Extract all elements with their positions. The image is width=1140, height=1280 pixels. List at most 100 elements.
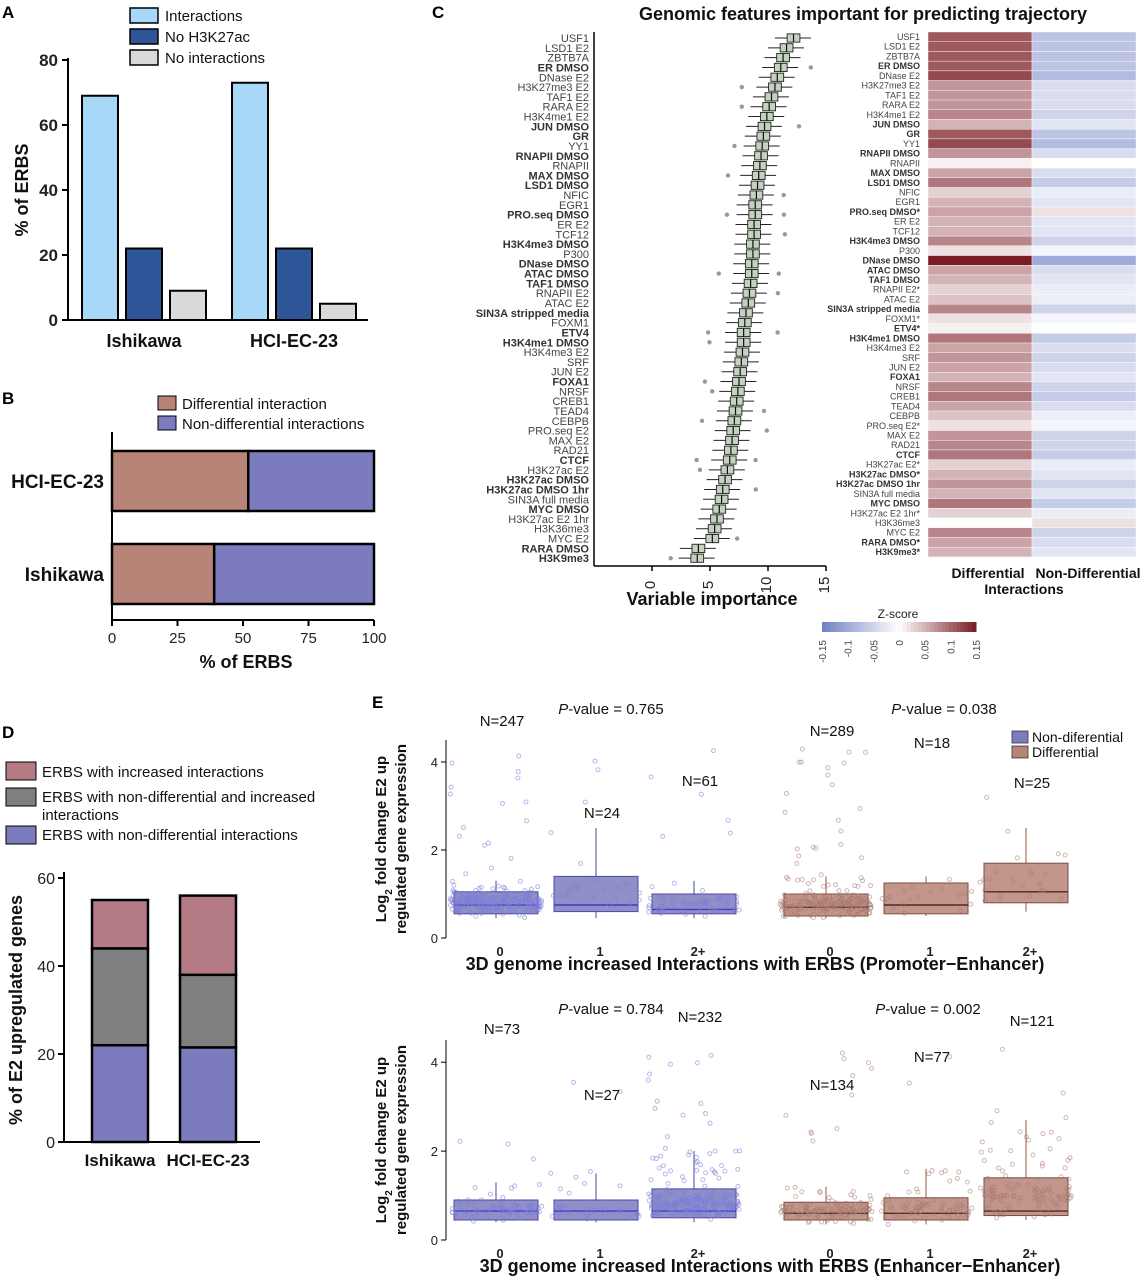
plot-e-top: 0 2 4 Log2 fold change E2 up regulated gene … bbox=[373, 701, 1069, 959]
point-e bbox=[707, 1194, 713, 1200]
point-e bbox=[868, 1216, 874, 1222]
point-e bbox=[617, 1089, 623, 1095]
point-e bbox=[837, 1212, 843, 1218]
legend-swatch-a bbox=[129, 49, 159, 66]
n-label-e: N=289 bbox=[810, 723, 855, 740]
colorbar-step bbox=[906, 622, 912, 632]
point-e bbox=[667, 1061, 673, 1067]
outlier-c bbox=[699, 418, 705, 423]
heat-cell-nondiff bbox=[1031, 430, 1137, 441]
point-e bbox=[685, 1198, 691, 1204]
point-e bbox=[1036, 1193, 1042, 1199]
point-e bbox=[982, 1193, 988, 1199]
heat-row-label: H3K4me3 E2 bbox=[866, 343, 920, 353]
y-tick-label-a: 40 bbox=[39, 181, 58, 200]
heat-cell-diff bbox=[927, 449, 1033, 460]
point-e bbox=[947, 1178, 953, 1184]
colorbar-step bbox=[964, 622, 969, 632]
legend-a: Interactions No H3K27ac No interactions bbox=[129, 7, 265, 67]
point-e bbox=[855, 883, 861, 889]
panel-letter-d: D bbox=[2, 723, 14, 742]
heat-cell-nondiff bbox=[1031, 488, 1137, 499]
point-e bbox=[656, 1165, 662, 1171]
x-axis-label-e-top: 3D genome increased Interactions with ER… bbox=[466, 954, 1045, 974]
point-e bbox=[1048, 1211, 1054, 1217]
point-e bbox=[1025, 1182, 1031, 1188]
point-e bbox=[523, 799, 529, 805]
heat-row-label: ER DMSO bbox=[878, 61, 920, 71]
heat-cell-nondiff bbox=[1031, 372, 1137, 383]
point-e bbox=[503, 891, 509, 897]
point-e bbox=[725, 899, 731, 905]
box-e bbox=[983, 862, 1069, 904]
point-e bbox=[703, 1111, 709, 1117]
point-e bbox=[722, 1168, 728, 1174]
point-e bbox=[662, 1171, 668, 1177]
point-e bbox=[868, 905, 874, 911]
point-e bbox=[799, 746, 805, 752]
point-e bbox=[858, 1208, 864, 1214]
x-tick-label-c: 0 bbox=[642, 581, 659, 589]
x-tick-label-b: 50 bbox=[235, 630, 252, 647]
point-e bbox=[885, 1193, 891, 1199]
point-e bbox=[524, 904, 530, 910]
heat-cell-nondiff bbox=[1031, 498, 1137, 509]
heat-cell-diff bbox=[927, 430, 1033, 441]
heat-cell-nondiff bbox=[1031, 313, 1137, 324]
point-e bbox=[902, 1213, 908, 1219]
colorbar-step bbox=[972, 622, 977, 632]
group-non-differential: 0 N=247 1 N=24 2+ N=61 P-value = 0.765 bbox=[447, 701, 742, 959]
heat-cell-nondiff bbox=[1031, 51, 1137, 62]
point-e bbox=[615, 885, 621, 891]
heat-cell-diff bbox=[927, 90, 1033, 101]
point-e bbox=[676, 1209, 682, 1215]
point-e bbox=[707, 1151, 713, 1157]
x-tick-label-e: 1 bbox=[596, 1246, 603, 1261]
point-e bbox=[694, 1159, 700, 1165]
feature-label-c: MYC DMSO bbox=[529, 504, 590, 516]
point-e bbox=[734, 899, 740, 905]
legend-label-d: ERBS with non-differential and increased bbox=[42, 789, 315, 806]
point-e bbox=[780, 913, 786, 919]
point-e bbox=[660, 833, 666, 839]
point-e bbox=[468, 910, 474, 916]
point-e bbox=[991, 1184, 997, 1190]
point-e bbox=[664, 1196, 670, 1202]
point-e bbox=[841, 1056, 847, 1062]
point-e bbox=[549, 1213, 555, 1219]
heat-row-label: TAF1 DMSO bbox=[869, 275, 920, 285]
point-e bbox=[901, 888, 907, 894]
feature-label-c: CTCF bbox=[560, 455, 590, 467]
point-e bbox=[652, 1106, 658, 1112]
point-e bbox=[688, 1198, 694, 1204]
outlier-c bbox=[724, 212, 730, 217]
point-e bbox=[789, 911, 795, 917]
point-e bbox=[1042, 871, 1048, 877]
point-e bbox=[482, 842, 488, 848]
point-e bbox=[449, 1206, 455, 1212]
point-e bbox=[806, 1218, 812, 1224]
point-e bbox=[1028, 869, 1034, 875]
point-e bbox=[849, 1092, 855, 1098]
point-e bbox=[852, 892, 858, 898]
point-e bbox=[720, 900, 726, 906]
point-e bbox=[839, 895, 845, 901]
point-e bbox=[856, 910, 862, 916]
point-e bbox=[992, 869, 998, 875]
point-e bbox=[602, 1206, 608, 1212]
feature-label-c: RARA E2 bbox=[543, 102, 589, 114]
point-e bbox=[508, 855, 514, 861]
y-axis-label-e-line2: regulated gene expression bbox=[393, 1045, 410, 1235]
point-e bbox=[987, 1147, 993, 1153]
point-e bbox=[811, 892, 817, 898]
point-e bbox=[657, 894, 663, 900]
point-e bbox=[710, 1200, 716, 1206]
point-e bbox=[777, 901, 783, 907]
point-e bbox=[1014, 855, 1020, 861]
point-e bbox=[956, 892, 962, 898]
feature-label-c: H3K27ac DMSO bbox=[506, 475, 589, 487]
heat-cell-nondiff bbox=[1031, 99, 1137, 110]
point-e bbox=[1036, 1189, 1042, 1195]
point-e bbox=[1010, 879, 1016, 885]
legend-swatch-b bbox=[157, 395, 177, 411]
